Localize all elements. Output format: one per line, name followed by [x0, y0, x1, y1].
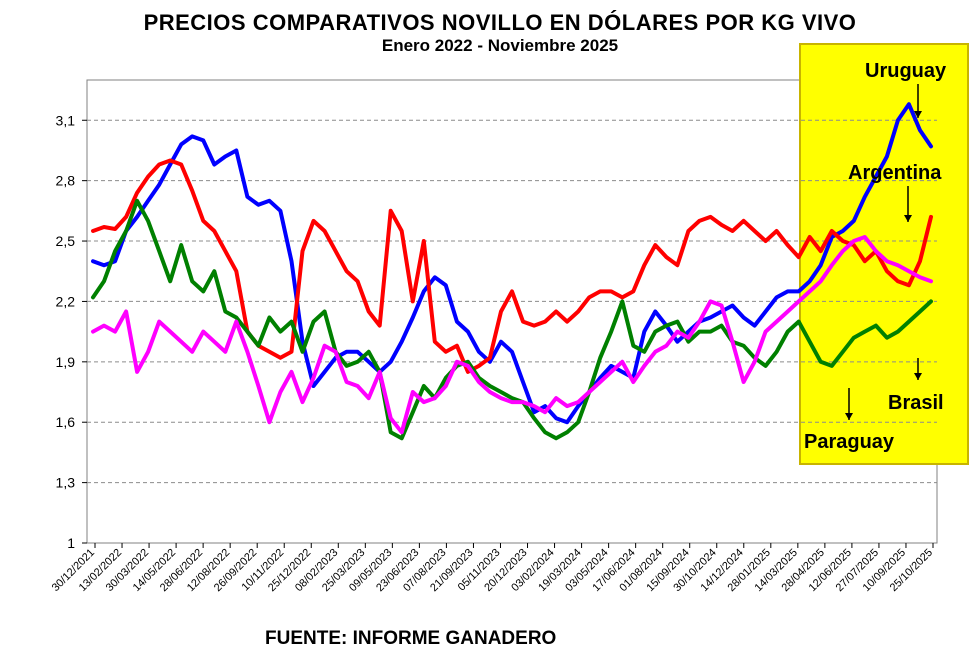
annotation-label-brasil: Brasil [888, 392, 944, 414]
annotation-arrowhead [914, 111, 922, 118]
annotation-arrowhead [914, 373, 922, 380]
y-tick-label: 1 [67, 535, 75, 551]
chart-subtitle: Enero 2022 - Noviembre 2025 [381, 36, 619, 55]
series-line-paraguay [91, 235, 933, 435]
y-tick-label: 1,6 [56, 414, 76, 430]
series-line-argentina [91, 158, 933, 374]
chart-source: FUENTE: INFORME GANADERO [265, 628, 557, 649]
y-tick-label: 2,5 [56, 233, 76, 249]
annotation-label-argentina: Argentina [848, 162, 942, 184]
y-tick-label: 1,3 [56, 475, 76, 491]
highlight-box [799, 43, 969, 465]
annotation-label-paraguay: Paraguay [804, 431, 895, 453]
y-tick-label: 3,1 [56, 112, 76, 128]
annotation-arrowhead [904, 215, 912, 222]
y-tick-label: 2,8 [56, 173, 76, 189]
annotation-label-uruguay: Uruguay [865, 60, 947, 82]
y-tick-label: 1,9 [56, 354, 76, 370]
annotation-arrowhead [845, 413, 853, 420]
series-line-uruguay [91, 102, 933, 425]
series-line-brasil [91, 198, 933, 441]
y-tick-label: 2,2 [56, 293, 76, 309]
chart-title: PRECIOS COMPARATIVOS NOVILLO EN DÓLARES … [143, 10, 857, 35]
